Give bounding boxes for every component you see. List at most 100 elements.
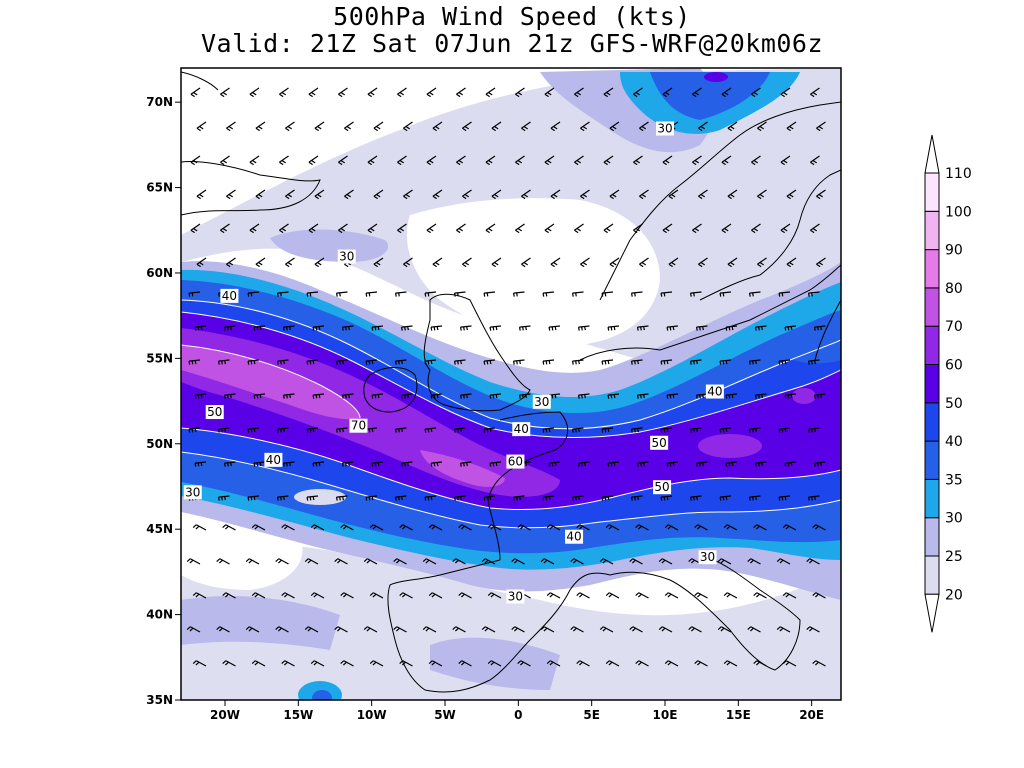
- wind-barb: [603, 87, 614, 98]
- wind-barb: [188, 291, 201, 297]
- wind-barb: [310, 592, 325, 599]
- wind-barb: [518, 325, 531, 331]
- wind-barb: [784, 461, 797, 467]
- wind-barb: [778, 359, 791, 365]
- wind-barb: [217, 427, 230, 433]
- wind-barb: [689, 427, 702, 433]
- contour-label-box: [205, 405, 224, 420]
- wind-barb: [282, 325, 295, 331]
- wind-barb: [428, 592, 443, 599]
- wind-barb: [580, 121, 590, 132]
- wind-barb: [393, 558, 407, 565]
- latitude-axis: 70N 65N 60N 55N 50N 45N 40N 35N: [146, 95, 181, 707]
- wind-barb: [719, 495, 732, 501]
- wind-barb: [694, 592, 708, 599]
- wind-barb: [747, 626, 761, 633]
- wind-barb: [394, 495, 407, 501]
- wind-barb: [754, 393, 767, 399]
- colorbar-segment: [924, 287, 940, 327]
- wind-barb: [251, 660, 266, 667]
- contour-label-box: [565, 529, 584, 544]
- contour-label-box: [264, 452, 283, 467]
- contour-label-box: [656, 121, 674, 136]
- wind-barb: [363, 626, 378, 633]
- wind-barb: [253, 461, 266, 467]
- lon-tick-label: 15E: [726, 708, 751, 722]
- wind-barb: [751, 223, 761, 234]
- wind-barb: [369, 660, 384, 667]
- wind-barb: [399, 660, 413, 667]
- wind-barb: [483, 495, 496, 501]
- wind-barb: [601, 359, 614, 365]
- wind-barb: [782, 524, 797, 531]
- colorbar-max-arrow: [924, 134, 940, 174]
- wind-barb: [689, 359, 702, 365]
- wind-barb: [281, 660, 295, 667]
- wind-barb: [485, 87, 496, 98]
- wind-barb: [544, 223, 555, 234]
- wind-barb: [312, 325, 325, 331]
- wind-barb: [188, 359, 201, 365]
- wind-barb: [717, 558, 732, 565]
- wind-barb: [605, 592, 620, 599]
- wind-barb: [719, 359, 732, 365]
- wind-barb: [603, 155, 614, 166]
- wind-barb: [276, 291, 289, 297]
- wind-barb: [365, 495, 378, 501]
- wind-barb: [662, 223, 673, 234]
- wind-barb: [452, 558, 466, 565]
- wind-barb: [812, 660, 826, 667]
- shading-maxima: [294, 72, 816, 700]
- wind-barb: [188, 427, 201, 433]
- wind-barb: [753, 660, 767, 667]
- wind-barb: [546, 592, 561, 599]
- wind-barb: [430, 325, 443, 331]
- plot-area: 30 30 40 50 70 40 30 30 40 60 40 50 50 40 30 30: [181, 68, 841, 700]
- wind-barb: [688, 626, 702, 633]
- wind-barb: [426, 155, 437, 166]
- wind-barb: [662, 155, 673, 166]
- wind-barb: [275, 626, 289, 633]
- wind-barb: [630, 291, 643, 297]
- wind-barb: [220, 223, 230, 234]
- wind-barb: [574, 87, 584, 98]
- wind-barb: [776, 626, 791, 633]
- wind-barb: [491, 121, 502, 132]
- colorbar: 20 25 30 35 40 50 60 70 80 90 100 110: [924, 134, 972, 633]
- wind-barb: [698, 121, 708, 132]
- wind-barb: [276, 359, 289, 365]
- wind-barb: [810, 155, 820, 166]
- wind-barb: [668, 189, 679, 200]
- wind-barb: [334, 558, 348, 565]
- wind-barb: [276, 495, 289, 501]
- wind-barb: [255, 121, 266, 132]
- wind-barb: [453, 291, 466, 297]
- wind-barb: [306, 427, 319, 433]
- wind-barb: [335, 495, 348, 501]
- wind-barb: [373, 189, 384, 200]
- wind-barb: [668, 257, 679, 268]
- wind-barb: [462, 121, 472, 132]
- wind-barb: [723, 524, 738, 531]
- wind-barb: [810, 87, 820, 98]
- wind-barb: [576, 660, 590, 667]
- wind-barb: [428, 524, 443, 531]
- wind-barb: [812, 524, 826, 531]
- wind-barb: [226, 121, 236, 132]
- wind-barb: [540, 558, 555, 565]
- wind-barb: [192, 524, 207, 531]
- wind-barb: [751, 87, 761, 98]
- wind-barb: [367, 155, 378, 166]
- wind-barb: [635, 524, 649, 531]
- wind-barb: [458, 660, 472, 667]
- wind-barb: [487, 660, 502, 667]
- wind-barb: [276, 427, 289, 433]
- wind-barb: [518, 393, 531, 399]
- lon-tick-label: 10W: [357, 708, 387, 722]
- wind-barb: [607, 325, 620, 331]
- wind-barb: [459, 461, 472, 467]
- wind-barb: [340, 524, 354, 531]
- wind-barb: [748, 291, 761, 297]
- lon-tick-label: 20E: [799, 708, 824, 722]
